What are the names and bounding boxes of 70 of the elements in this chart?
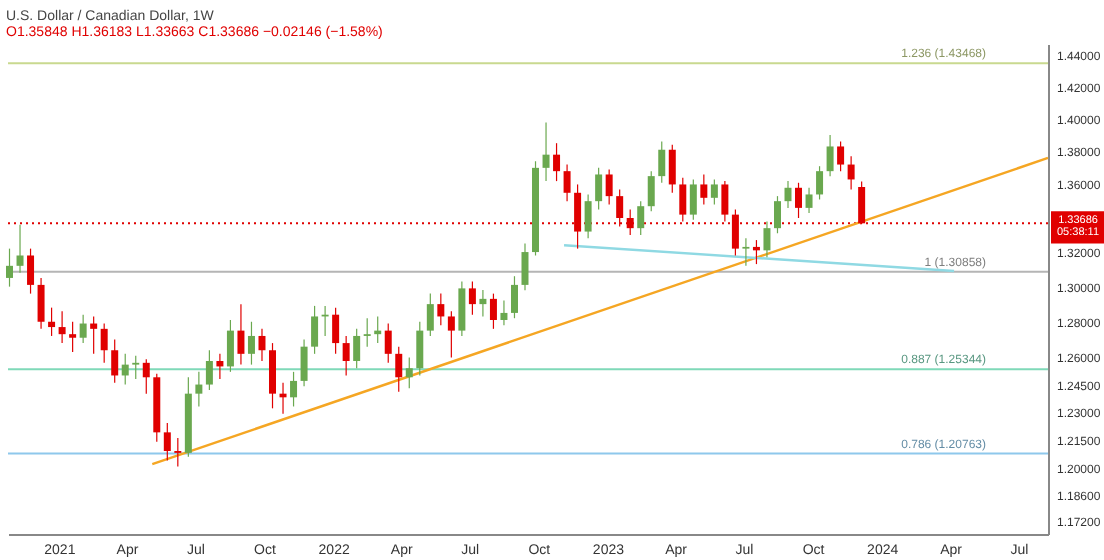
candlestick (132, 355, 140, 380)
candlestick (37, 277, 45, 330)
candlestick (90, 315, 98, 355)
candlestick (679, 177, 687, 222)
candlestick (784, 180, 792, 209)
candlestick (58, 310, 66, 344)
candlestick (479, 289, 487, 318)
candlestick (237, 303, 245, 366)
candlestick (489, 293, 497, 330)
candlestick (174, 437, 182, 468)
candlestick (721, 180, 729, 222)
candlestick (816, 165, 824, 201)
candlestick (837, 140, 845, 172)
candlestick (216, 353, 224, 380)
candlestick (595, 167, 603, 211)
candlestick (79, 314, 87, 344)
candlestick (363, 317, 371, 348)
candlestick (100, 322, 108, 364)
candlestick (763, 220, 771, 258)
candlestick (142, 358, 150, 395)
candlestick (553, 142, 561, 182)
candlestick (48, 307, 56, 337)
candlestick (395, 346, 403, 393)
candlestick (27, 248, 35, 295)
candlestick (437, 293, 445, 326)
candlestick (405, 356, 413, 389)
candlestick (311, 305, 319, 355)
candlestick (500, 300, 508, 326)
candlestick (689, 178, 697, 221)
candlestick (605, 168, 613, 206)
candlestick (353, 328, 361, 369)
candlestick (826, 134, 834, 177)
candlestick (510, 275, 518, 319)
candlestick (247, 321, 255, 366)
candlestick (290, 371, 298, 408)
candlestick (584, 193, 592, 239)
candlestick (668, 144, 676, 194)
candlestick (468, 280, 476, 316)
candlestick (416, 321, 424, 377)
candlestick (111, 338, 119, 384)
candlestick (700, 173, 708, 206)
candlestick (447, 310, 455, 359)
candlestick (332, 307, 340, 355)
candlestick (426, 293, 434, 337)
candlestick (521, 242, 529, 291)
candlestick (805, 187, 813, 214)
candlestick (847, 155, 855, 191)
candlestick (647, 170, 655, 212)
candlestick (226, 319, 234, 373)
candlestick (163, 422, 171, 461)
candlestick (542, 121, 550, 182)
candlestick (710, 178, 718, 206)
candlestick (342, 335, 350, 377)
candlestick (658, 140, 666, 184)
candlestick (563, 163, 571, 202)
candlestick (637, 200, 645, 236)
candlestick (300, 338, 308, 387)
candlestick (6, 248, 13, 288)
candlestick (258, 328, 266, 362)
candlestick (773, 195, 781, 234)
candlestick (795, 182, 803, 219)
candlestick (458, 280, 466, 337)
candlestick (384, 322, 392, 364)
candlestick (742, 237, 750, 267)
candlestick (121, 353, 129, 386)
candlestick (269, 342, 277, 409)
candlestick (195, 371, 203, 408)
candlestick (69, 321, 77, 353)
candlestick (16, 224, 24, 274)
candlestick (205, 349, 213, 391)
